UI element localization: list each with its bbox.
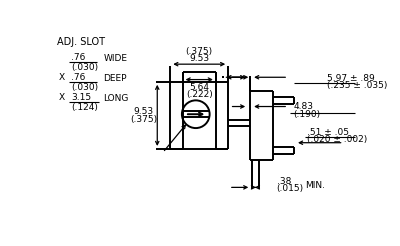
- Text: 5.64: 5.64: [189, 83, 209, 92]
- Text: X: X: [59, 73, 65, 82]
- Text: (.235 ± .035): (.235 ± .035): [327, 81, 387, 90]
- Text: X: X: [59, 93, 65, 102]
- Text: 4.83: 4.83: [294, 102, 314, 111]
- Text: .51 ± .05: .51 ± .05: [308, 128, 350, 137]
- Text: DEEP: DEEP: [103, 74, 127, 83]
- Text: (.375): (.375): [130, 115, 157, 124]
- Text: WIDE: WIDE: [103, 54, 127, 63]
- Text: .76: .76: [71, 53, 85, 62]
- Text: 9.53: 9.53: [133, 107, 154, 116]
- Text: (.222): (.222): [186, 90, 213, 99]
- Text: MIN.: MIN.: [305, 181, 325, 190]
- Text: 5.97 ± .89: 5.97 ± .89: [327, 74, 374, 82]
- Text: ADJ. SLOT: ADJ. SLOT: [57, 37, 105, 47]
- Text: 3.15: 3.15: [71, 93, 91, 102]
- Text: (.030): (.030): [71, 63, 98, 72]
- Text: (.190): (.190): [294, 110, 321, 119]
- Text: (.015): (.015): [277, 184, 304, 193]
- Text: .38: .38: [277, 177, 291, 186]
- Text: .76: .76: [71, 73, 85, 82]
- Text: (.375): (.375): [186, 46, 213, 56]
- Text: LONG: LONG: [103, 94, 129, 103]
- Text: (.020 ± .002): (.020 ± .002): [308, 135, 368, 144]
- Text: 9.53: 9.53: [189, 54, 209, 62]
- Text: (.124): (.124): [71, 103, 98, 112]
- Text: (.030): (.030): [71, 83, 98, 92]
